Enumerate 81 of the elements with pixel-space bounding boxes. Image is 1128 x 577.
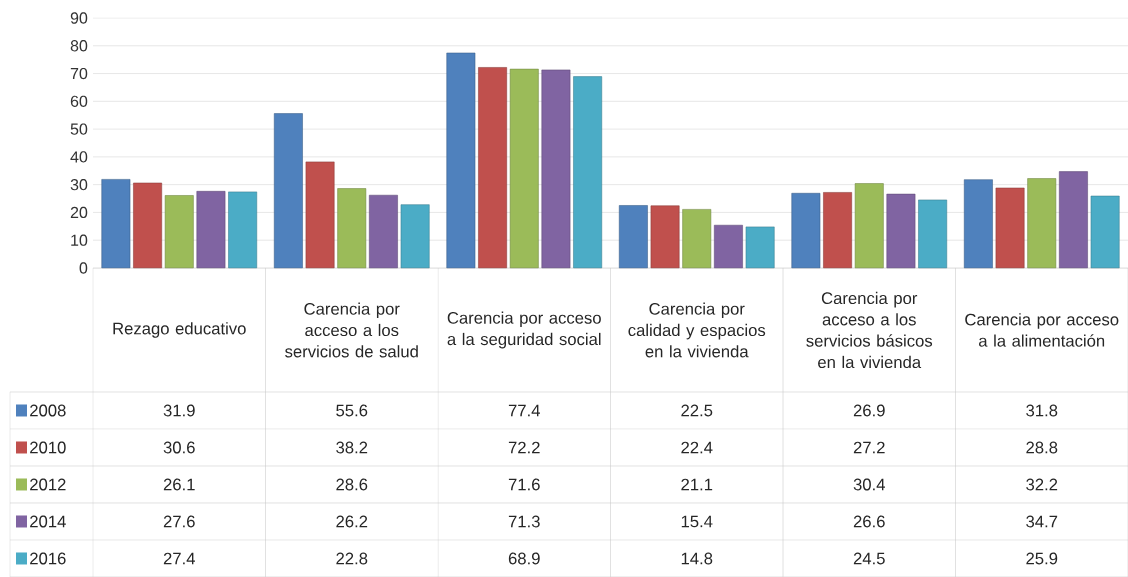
bar: [918, 199, 948, 269]
x-tick-label: Carencia por acceso a la seguridad social: [447, 311, 601, 349]
y-tick-label: 80: [70, 40, 88, 52]
data-label: 26.9: [853, 404, 885, 417]
bar: [1090, 195, 1120, 269]
data-label: 26.2: [336, 515, 368, 528]
y-tick-label: 60: [70, 95, 88, 107]
data-label: 71.6: [508, 478, 540, 491]
bar: [745, 226, 775, 269]
data-label: 30.6: [163, 441, 195, 454]
x-tick-label: Carencia por acceso a los servicios básicos en la vivienda: [806, 291, 933, 369]
bar: [1059, 171, 1088, 269]
bar: [196, 191, 226, 269]
bar: [791, 193, 821, 269]
bar: [963, 179, 993, 269]
data-label: 72.2: [508, 441, 540, 454]
data-label: 22.8: [336, 552, 368, 565]
y-tick-label: 0: [79, 262, 88, 274]
bar: [650, 205, 680, 269]
data-label: 28.8: [1026, 441, 1058, 454]
legend-label: 2016: [30, 552, 66, 565]
bar: [886, 193, 916, 269]
y-tick-label: 30: [70, 179, 88, 191]
y-tick-label: 20: [70, 206, 88, 219]
y-tick-label: 50: [70, 123, 88, 135]
y-tick-label: 70: [70, 67, 88, 80]
bar: [995, 187, 1025, 269]
bar: [337, 188, 367, 269]
data-label: 34.7: [1026, 515, 1058, 528]
data-label: 27.4: [163, 552, 195, 565]
legend-label: 2014: [30, 515, 66, 528]
data-label: 28.6: [336, 478, 368, 491]
bar: [714, 224, 743, 269]
bar: [305, 161, 335, 269]
data-label: 38.2: [336, 441, 368, 454]
legend-label: 2012: [30, 478, 66, 491]
bar: [682, 209, 712, 269]
data-label: 14.8: [681, 552, 713, 565]
data-label: 71.3: [508, 515, 540, 528]
bar: [101, 179, 131, 269]
data-label: 22.4: [681, 441, 713, 454]
data-label: 77.4: [508, 404, 540, 417]
bar: [446, 52, 476, 269]
bar: [541, 69, 571, 269]
bar: [400, 204, 430, 269]
data-label: 24.5: [853, 552, 885, 565]
data-label: 21.1: [681, 478, 713, 491]
bar: [273, 113, 303, 269]
bar: [133, 182, 162, 269]
data-label: 26.1: [163, 478, 195, 491]
bar: [1027, 178, 1057, 269]
bar: [228, 191, 258, 269]
bar: [618, 205, 648, 269]
data-label: 30.4: [853, 478, 885, 491]
data-label: 55.6: [336, 404, 368, 417]
data-label: 32.2: [1026, 478, 1058, 491]
legend-label: 2008: [30, 404, 66, 417]
legend-label: 2010: [30, 441, 66, 454]
y-tick-label: 90: [70, 12, 88, 24]
data-label: 68.9: [508, 552, 540, 565]
data-label: 31.9: [163, 404, 195, 417]
y-tick-label: 10: [71, 234, 88, 246]
bar: [478, 67, 507, 269]
bar: [573, 76, 603, 269]
x-tick-label: Carencia por acceso a la alimentación: [965, 313, 1119, 347]
data-label: 31.8: [1026, 404, 1058, 417]
data-label: 25.9: [1026, 552, 1058, 565]
y-tick-label: 40: [70, 151, 88, 163]
bar: [509, 68, 539, 269]
x-tick-label: Carencia por calidad y espacios en la vivienda: [628, 302, 766, 358]
bar: [823, 192, 852, 269]
bar: [854, 183, 884, 269]
x-tick-label: Rezago educativo: [113, 322, 246, 338]
data-label: 27.2: [853, 441, 885, 454]
bar: [369, 194, 398, 269]
data-label: 15.4: [681, 515, 713, 528]
bar: [164, 195, 194, 269]
data-label: 22.5: [681, 404, 713, 417]
data-label: 27.6: [163, 515, 195, 528]
data-label: 26.6: [853, 515, 885, 528]
x-tick-label: Carencia por acceso a los servicios de salud: [285, 302, 418, 358]
